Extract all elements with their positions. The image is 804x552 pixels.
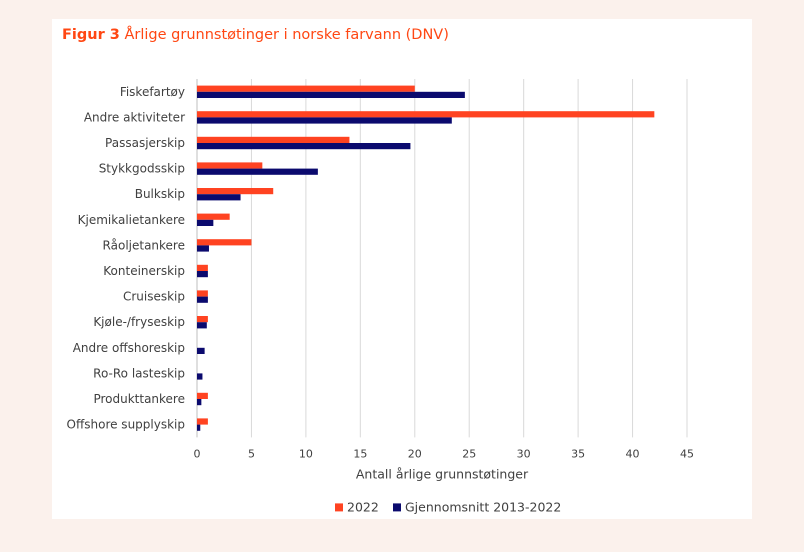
x-tick-label: 20 (408, 447, 422, 460)
x-tick-label: 10 (299, 447, 313, 460)
bar-average (197, 143, 411, 150)
bar-average (197, 245, 209, 252)
bar-average (197, 117, 452, 124)
bar-2022 (197, 136, 350, 143)
legend-label-average: Gjennomsnitt 2013-2022 (405, 499, 561, 514)
x-tick-label: 30 (517, 447, 531, 460)
bar-2022 (197, 188, 274, 195)
category-label: Andre aktiviteter (84, 110, 185, 124)
bar-average (197, 424, 201, 431)
bar-average (197, 271, 208, 278)
bar-2022 (197, 316, 208, 323)
category-label: Andre offshoreskip (73, 341, 185, 355)
category-label: Stykkgodsskip (99, 162, 185, 176)
bar-average (197, 373, 203, 380)
legend-swatch-2022 (335, 503, 343, 512)
bar-average (197, 347, 205, 354)
x-tick-label: 25 (462, 447, 476, 460)
bar-2022 (197, 213, 230, 220)
bar-average (197, 322, 207, 329)
figure-number: Figur 3 (62, 27, 120, 43)
x-tick-label: 0 (194, 447, 201, 460)
category-label: Offshore supplyskip (67, 418, 185, 432)
category-label: Kjemikalietankere (78, 213, 185, 227)
bar-2022 (197, 264, 208, 271)
bar-2022 (197, 85, 415, 92)
x-axis-title: Antall årlige grunnstøtinger (356, 466, 529, 481)
x-tick-label: 35 (571, 447, 585, 460)
category-label: Fiskefartøy (120, 85, 185, 99)
category-label: Cruiseskip (123, 290, 185, 304)
bar-average (197, 168, 318, 175)
legend-label-2022: 2022 (347, 499, 379, 514)
chart-card: Figur 3 Årlige grunnstøtinger i norske f… (52, 19, 752, 519)
bar-average (197, 219, 214, 226)
category-label: Produkttankere (93, 392, 185, 406)
bar-average (197, 296, 208, 303)
figure-title-text: Årlige grunnstøtinger i norske farvann (… (124, 27, 449, 43)
legend-swatch-average (393, 503, 401, 512)
legend: 2022 Gjennomsnitt 2013-2022 (335, 499, 561, 514)
bar-2022 (197, 111, 655, 118)
bar-chart: Fiskefartøy Andre aktiviteter Passasjerski… (67, 79, 694, 514)
x-tick-label: 40 (626, 447, 640, 460)
category-label: Kjøle-/fryseskip (93, 315, 185, 329)
figure-title: Figur 3 Årlige grunnstøtinger i norske f… (62, 27, 449, 43)
bar-2022 (197, 162, 263, 169)
category-label: Råoljetankere (103, 238, 185, 252)
category-label: Ro-Ro lasteskip (93, 366, 185, 380)
bar-2022 (197, 290, 208, 297)
category-label: Konteinerskip (103, 264, 185, 278)
x-tick-label: 45 (680, 447, 694, 460)
bar-2022 (197, 239, 252, 246)
bar-average (197, 91, 465, 98)
bar-average (197, 399, 202, 406)
bar-2022 (197, 392, 208, 399)
category-label: Bulkskip (135, 187, 185, 201)
bar-average (197, 194, 241, 201)
bar-2022 (197, 418, 208, 425)
category-label: Passasjerskip (105, 136, 185, 150)
x-tick-label: 15 (353, 447, 367, 460)
x-tick-label: 5 (248, 447, 255, 460)
